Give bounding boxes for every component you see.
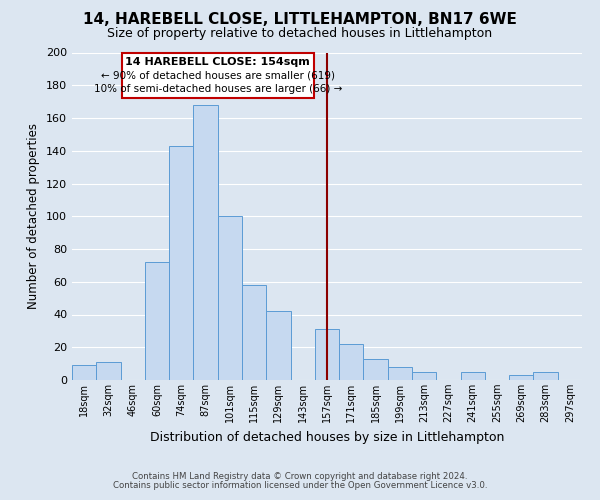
Bar — [339, 344, 364, 380]
Y-axis label: Number of detached properties: Number of detached properties — [28, 123, 40, 309]
Bar — [218, 216, 242, 380]
Bar — [364, 358, 388, 380]
Text: 10% of semi-detached houses are larger (66) →: 10% of semi-detached houses are larger (… — [94, 84, 342, 94]
Text: Size of property relative to detached houses in Littlehampton: Size of property relative to detached ho… — [107, 28, 493, 40]
Bar — [72, 366, 96, 380]
Text: Contains HM Land Registry data © Crown copyright and database right 2024.: Contains HM Land Registry data © Crown c… — [132, 472, 468, 481]
Bar — [533, 372, 558, 380]
Bar — [145, 262, 169, 380]
Bar — [412, 372, 436, 380]
Text: ← 90% of detached houses are smaller (619): ← 90% of detached houses are smaller (61… — [101, 70, 335, 81]
Bar — [242, 285, 266, 380]
X-axis label: Distribution of detached houses by size in Littlehampton: Distribution of detached houses by size … — [150, 430, 504, 444]
Bar — [193, 105, 218, 380]
Bar — [122, 52, 314, 98]
Bar — [509, 375, 533, 380]
Bar — [315, 329, 339, 380]
Text: 14, HAREBELL CLOSE, LITTLEHAMPTON, BN17 6WE: 14, HAREBELL CLOSE, LITTLEHAMPTON, BN17 … — [83, 12, 517, 28]
Text: Contains public sector information licensed under the Open Government Licence v3: Contains public sector information licen… — [113, 481, 487, 490]
Text: 14 HAREBELL CLOSE: 154sqm: 14 HAREBELL CLOSE: 154sqm — [125, 58, 310, 68]
Bar — [388, 367, 412, 380]
Bar — [461, 372, 485, 380]
Bar — [266, 311, 290, 380]
Bar — [96, 362, 121, 380]
Bar — [169, 146, 193, 380]
